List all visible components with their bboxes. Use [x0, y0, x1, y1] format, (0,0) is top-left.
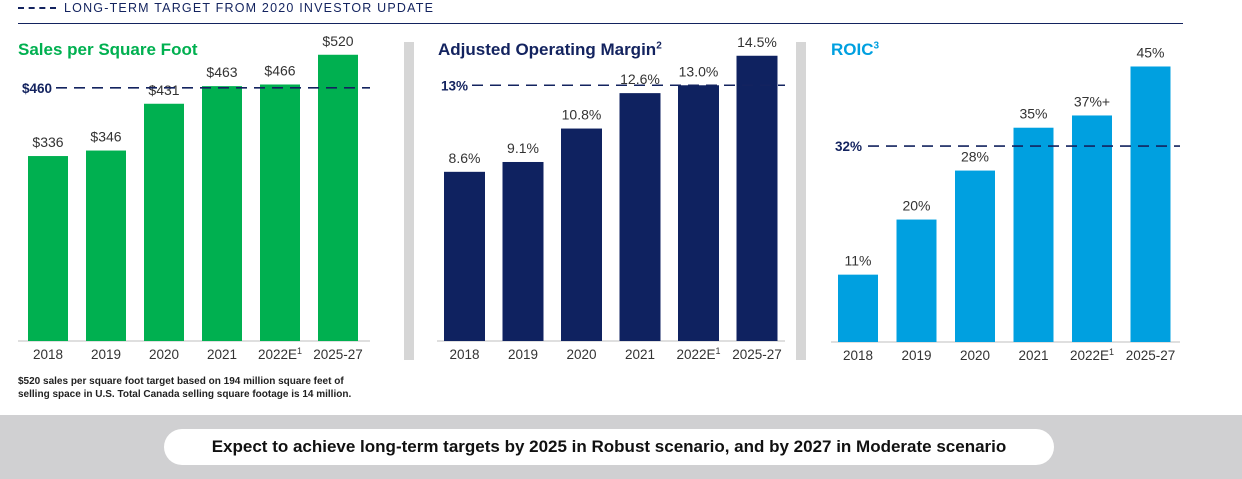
chart-1-target-label: 13% [441, 78, 468, 93]
chart-title-roic-text: ROIC [831, 40, 874, 59]
chart-1-bar-2021 [619, 93, 661, 341]
chart-1-tick-label: 2025-27 [732, 347, 782, 362]
chart-1-bar-2025-27 [736, 55, 778, 342]
chart-1-bar-2022E [678, 85, 719, 341]
chart-2-tick-label: 2020 [960, 348, 990, 363]
chart-1-data-label: 10.8% [562, 107, 602, 123]
chart-1-data-label: 14.5% [737, 34, 777, 50]
chart-0-tick-label: 2018 [33, 347, 63, 362]
chart-2-tick-label: 2019 [901, 348, 931, 363]
chart-0-tick-label: 2021 [207, 347, 237, 362]
footnote: $520 sales per square foot target based … [18, 375, 398, 401]
chart-0-data-label: $431 [148, 82, 179, 98]
chart-1-bar-2018 [444, 171, 485, 341]
chart-0-tick-label: 2025-27 [313, 347, 363, 362]
chart-2-data-label: 37%+ [1074, 93, 1110, 109]
chart-0-tick-label: 2020 [149, 347, 179, 362]
chart-2-bar-2020 [955, 170, 995, 342]
chart-title-margin-text: Adjusted Operating Margin [438, 40, 657, 59]
chart-title-roic: ROIC3 [831, 40, 879, 60]
chart-0-bar-2018 [28, 156, 68, 341]
chart-0-data-label: $346 [90, 129, 121, 145]
chart-1-tick-label: 2022E1 [676, 346, 720, 362]
chart-0-data-label: $466 [264, 62, 295, 78]
header-rule [18, 23, 1183, 24]
panel-divider-1 [404, 42, 414, 360]
chart-2-tick-label: 2022E1 [1070, 347, 1114, 363]
chart-1-data-label: 13.0% [679, 63, 719, 79]
chart-title-sales: Sales per Square Foot [18, 40, 198, 60]
banner-pill: Expect to achieve long-term targets by 2… [164, 429, 1054, 465]
legend-label: LONG-TERM TARGET FROM 2020 INVESTOR UPDA… [64, 1, 435, 15]
chart-title-margin-sup: 2 [656, 40, 662, 52]
chart-0-data-label: $336 [32, 134, 63, 150]
chart-2-data-label: 28% [961, 149, 989, 165]
footnote-line-2: selling space in U.S. Total Canada selli… [18, 389, 352, 400]
banner-text: Expect to achieve long-term targets by 2… [211, 437, 1007, 456]
chart-2-bar-2022E [1072, 115, 1112, 342]
chart-0-bar-2022E [260, 84, 300, 341]
chart-0-tick-label: 2022E1 [258, 346, 302, 362]
chart-2-data-label: 20% [902, 198, 930, 214]
chart-2-tick-label: 2021 [1018, 348, 1048, 363]
chart-0-data-label: $520 [322, 33, 353, 49]
chart-2-bar-2025-27 [1130, 66, 1171, 342]
chart-title-roic-sup: 3 [873, 40, 880, 52]
chart-2-bar-2019 [896, 219, 937, 342]
chart-2-bar-2018 [838, 274, 878, 342]
chart-0-tick-label: 2019 [91, 347, 121, 362]
chart-title-margin: Adjusted Operating Margin2 [438, 40, 662, 60]
chart-1-tick-label: 2018 [449, 347, 479, 362]
dashed-line-icon [18, 7, 56, 9]
chart-0-bar-2025-27 [318, 54, 358, 341]
chart-1-bar-2020 [561, 128, 602, 341]
panel-divider-2 [796, 42, 806, 360]
chart-2-data-label: 35% [1019, 106, 1047, 122]
chart-0-bar-2020 [144, 103, 184, 342]
chart-2-tick-label: 2025-27 [1126, 348, 1176, 363]
chart-0-target-label: $460 [22, 81, 52, 96]
chart-0-data-label: $463 [206, 64, 237, 80]
chart-2-data-label: 45% [1136, 44, 1164, 60]
chart-title-sales-text: Sales per Square Foot [18, 40, 198, 59]
banner: Expect to achieve long-term targets by 2… [0, 415, 1242, 479]
chart-1-bar-2019 [502, 161, 544, 341]
chart-1-tick-label: 2019 [508, 347, 538, 362]
footnote-line-1: $520 sales per square foot target based … [18, 376, 344, 387]
chart-2-tick-label: 2018 [843, 348, 873, 363]
chart-0-bar-2019 [86, 150, 126, 341]
chart-1-data-label: 8.6% [449, 150, 481, 166]
chart-2-data-label: 11% [845, 253, 872, 269]
chart-1-data-label: 12.6% [620, 71, 660, 87]
chart-2-target-label: 32% [835, 139, 862, 154]
chart-1-tick-label: 2021 [625, 347, 655, 362]
chart-1-data-label: 9.1% [507, 140, 539, 156]
legend: LONG-TERM TARGET FROM 2020 INVESTOR UPDA… [18, 0, 434, 16]
chart-0-bar-2021 [202, 86, 242, 342]
chart-2-bar-2021 [1013, 127, 1054, 342]
chart-1-tick-label: 2020 [566, 347, 596, 362]
